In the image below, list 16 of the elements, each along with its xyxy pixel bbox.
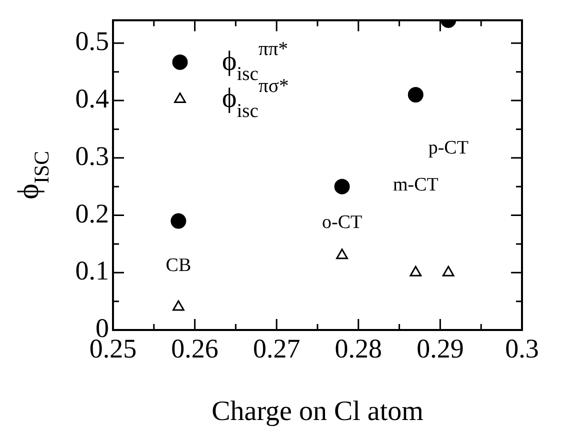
annotation: o-CT [322,212,362,233]
y-axis-title: ϕISC [12,150,54,200]
x-tick-label: 0.28 [334,333,382,364]
annotation: CB [166,255,192,276]
annotation: p-CT [428,137,469,158]
x-tick-label: 0.29 [416,333,464,364]
y-tick-label: 0.4 [75,84,110,114]
y-tick-label: 0.1 [75,256,109,286]
y-tick-label: 0.5 [75,26,109,56]
y-tick-label: 0.3 [75,140,109,171]
x-tick-label: 0.3 [505,333,539,364]
annotation: m-CT [392,174,439,196]
x-tick-label: 0.26 [171,333,218,364]
x-tick-label: 0.27 [252,333,300,364]
x-axis-title: Charge on Cl atom [212,396,424,427]
y-tick-label: 0.2 [75,198,109,228]
